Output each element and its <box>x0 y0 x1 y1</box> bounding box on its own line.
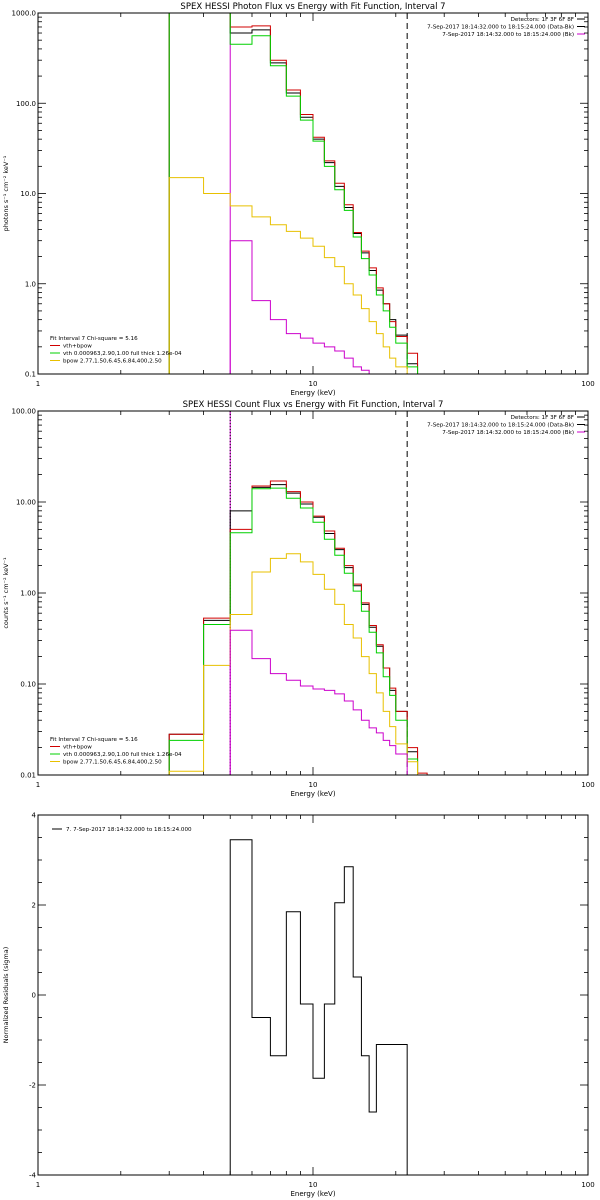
y-tick-label: 0.1 <box>25 371 36 379</box>
plot-panel-2: 1 10 100 0.01 0.10 1.00 10.00 100.00 SPEX HESSI … <box>2 400 595 798</box>
x-tick-label: 10 <box>309 380 318 388</box>
legend-label: bpow 2.77,1.50,6.45,6.84,400,2.50 <box>63 760 162 766</box>
header-line-1: Detectors: 1F 3F 6F 8F <box>511 415 574 421</box>
legend-label: vth 0.000963,2.90,1.00 full thick 1.26e-… <box>63 351 182 357</box>
fit-interval-text: Fit Interval 7 Chi-square = 5.16 <box>50 336 138 342</box>
y-axis-label: counts s⁻¹ cm⁻² keV⁻¹ <box>2 557 10 629</box>
legend-label: vth+bpow <box>63 745 92 751</box>
histogram-series-3 <box>168 487 428 775</box>
chart-title: SPEX HESSI Photon Flux vs Energy with Fi… <box>180 2 445 12</box>
histogram-series-4 <box>168 177 408 374</box>
histogram-series-2 <box>168 13 419 374</box>
x-tick-label: 10 <box>309 781 318 789</box>
histogram-series-5 <box>229 240 370 374</box>
y-tick-label: 100.0 <box>16 100 36 108</box>
y-tick-label: 0.01 <box>20 772 36 780</box>
header-line-1: Detectors: 1F 3F 6F 8F <box>511 17 574 23</box>
histogram-series-4 <box>168 553 428 775</box>
legend-label: vth+bpow <box>63 344 92 350</box>
y-tick-label: 1000.0 <box>12 10 37 18</box>
y-tick-label: 100.00 <box>12 408 37 416</box>
x-tick-label: 100 <box>581 781 594 789</box>
x-axis-label: Energy (keV) <box>290 389 335 397</box>
y-axis-label: Normalized Residuals (sigma) <box>2 947 10 1044</box>
y-tick-label: 0.10 <box>20 681 36 689</box>
chart-title: SPEX HESSI Count Flux vs Energy with Fit… <box>183 400 444 410</box>
x-axis-label: Energy (keV) <box>290 1190 335 1198</box>
y-tick-label: 4 <box>32 812 37 820</box>
histogram-series-2 <box>168 480 428 775</box>
plot-area <box>168 411 428 775</box>
fit-interval-text: Fit Interval 7 Chi-square = 5.16 <box>50 737 138 743</box>
plot-area <box>168 13 419 374</box>
y-tick-label: 10.00 <box>16 499 36 507</box>
histogram-series-5 <box>229 629 408 775</box>
y-tick-label: -4 <box>29 1172 37 1180</box>
histogram-series-1 <box>229 839 408 1175</box>
header-line-3: 7-Sep-2017 18:14:32.000 to 18:15:24.000 … <box>442 430 574 436</box>
x-tick-label: 1 <box>36 781 40 789</box>
plot-panel-3: 1 10 100 -4 -2 0 2 4 Energy (keV) Normalized Resi… <box>2 812 595 1199</box>
x-tick-label: 100 <box>581 380 594 388</box>
plot-frame <box>37 12 589 375</box>
x-tick-label: 100 <box>581 1181 594 1189</box>
y-tick-label: 10.0 <box>20 190 36 198</box>
y-tick-label: 1.00 <box>20 590 36 598</box>
x-axis-label: Energy (keV) <box>290 790 335 798</box>
x-tick-label: 10 <box>309 1181 318 1189</box>
plot-frame <box>37 410 589 776</box>
x-tick-label: 1 <box>36 380 40 388</box>
y-axis-label: photons s⁻¹ cm⁻² keV⁻¹ <box>2 155 10 231</box>
histogram-series-1 <box>168 13 419 374</box>
legend-label: vth 0.000963,2.90,1.00 full thick 1.26e-… <box>63 752 182 758</box>
y-tick-label: 2 <box>32 902 36 910</box>
legend-label: 7. 7-Sep-2017 18:14:32.000 to 18:15:24.0… <box>66 827 192 833</box>
header-line-3: 7-Sep-2017 18:14:32.000 to 18:15:24.000 … <box>442 32 574 38</box>
plot-frame <box>37 814 589 1176</box>
plot-panel-1: 1 10 100 0.1 1.0 10.0 100.0 1000.0 SPEX HESSI Ph… <box>2 2 595 397</box>
x-tick-label: 1 <box>36 1181 40 1189</box>
histogram-series-1 <box>168 484 428 775</box>
header-line-2: 7-Sep-2017 18:14:32.000 to 18:15:24.000 … <box>427 25 574 31</box>
header-line-2: 7-Sep-2017 18:14:32.000 to 18:15:24.000 … <box>427 423 574 429</box>
y-tick-label: 1.0 <box>25 280 36 288</box>
plot-area <box>229 839 408 1175</box>
y-tick-label: 0 <box>32 992 36 1000</box>
y-tick-label: -2 <box>29 1082 36 1090</box>
histogram-series-3 <box>168 13 419 374</box>
legend-label: bpow 2.77,1.50,6.45,6.84,400,2.50 <box>63 359 162 365</box>
